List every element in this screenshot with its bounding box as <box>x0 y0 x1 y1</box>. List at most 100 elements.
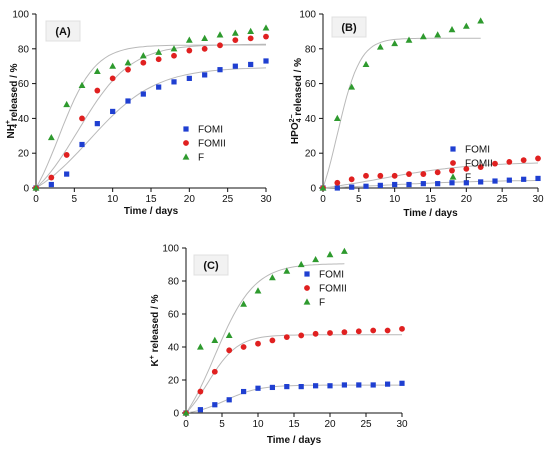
point-fomi <box>284 384 290 390</box>
point-f <box>419 33 427 40</box>
point-fomii <box>232 37 239 43</box>
point-fomi <box>232 63 238 69</box>
y-tick-label: 0 <box>310 184 316 195</box>
point-fomi <box>341 382 347 388</box>
x-tick-label: 10 <box>107 194 119 205</box>
y-tick-label: 20 <box>305 149 317 160</box>
point-fomi <box>392 181 398 188</box>
point-fomi <box>248 61 254 68</box>
point-f <box>462 22 470 29</box>
x-axis-label: Time / days <box>403 208 458 219</box>
point-fomi <box>334 185 340 191</box>
point-f <box>201 34 209 41</box>
y-axis-label: HPO2−4 released / % <box>289 58 304 144</box>
x-tick-label: 5 <box>356 194 362 205</box>
fit-curve-f <box>322 37 481 189</box>
point-fomii <box>312 330 319 337</box>
point-fomi <box>327 383 333 389</box>
point-fomii <box>171 52 177 59</box>
point-fomii <box>186 47 193 54</box>
y-tick-label: 100 <box>162 244 179 255</box>
x-tick-label: 20 <box>324 419 336 430</box>
point-fomi <box>64 171 70 177</box>
x-tick-label: 15 <box>145 194 157 205</box>
point-fomi <box>492 178 498 184</box>
point-fomii <box>449 167 455 174</box>
point-f <box>376 43 384 50</box>
panel-label-box <box>193 254 229 276</box>
point-fomii <box>48 174 55 181</box>
point-f <box>155 48 163 55</box>
y-tick-label: 20 <box>18 149 30 160</box>
panel-label-box <box>45 20 81 42</box>
point-fomi <box>125 98 131 104</box>
fit-curve-f <box>35 44 266 189</box>
point-fomii <box>211 368 218 375</box>
point-f <box>247 27 255 34</box>
point-f <box>109 62 117 69</box>
legend-marker-f <box>182 153 190 160</box>
point-fomi <box>226 397 232 403</box>
x-tick-label: 20 <box>461 194 473 205</box>
legend-marker-fomii <box>304 285 310 291</box>
point-f <box>139 52 147 59</box>
point-fomi <box>212 402 218 408</box>
point-fomi <box>399 380 405 386</box>
x-tick-label: 10 <box>252 419 264 430</box>
chart-panel-b: 0 5 10 15 20 25 30 0 20 40 60 80 100 Time / days HPO2−… <box>289 10 544 220</box>
legend-marker-f <box>449 173 457 180</box>
point-fomii <box>406 171 412 177</box>
point-fomii <box>348 176 355 183</box>
x-tick-label: 15 <box>288 419 300 430</box>
point-fomi <box>217 67 223 73</box>
y-tick-label: 80 <box>305 44 317 55</box>
point-fomii <box>492 160 498 167</box>
x-tick-label: 20 <box>184 194 196 205</box>
x-tick-label: 30 <box>396 419 408 430</box>
point-fomii <box>255 340 261 347</box>
legend-label-fomi: FOMI <box>198 125 223 136</box>
panel-label: (B) <box>341 22 357 34</box>
point-f <box>216 31 224 38</box>
point-fomi <box>110 108 116 115</box>
point-fomi <box>313 383 319 389</box>
y-tick-label: 40 <box>305 114 317 125</box>
point-fomi <box>535 175 541 182</box>
x-tick-label: 25 <box>360 419 372 430</box>
point-fomi <box>156 84 162 90</box>
point-fomii <box>434 169 441 176</box>
x-tick-label: 0 <box>183 419 189 430</box>
fit-curve-fomi <box>35 67 267 189</box>
y-tick-label: 60 <box>168 310 180 321</box>
point-f <box>93 67 101 75</box>
point-f <box>312 255 319 263</box>
y-tick-label: 40 <box>168 343 180 354</box>
point-f <box>269 274 276 281</box>
point-fomi <box>478 179 484 185</box>
point-fomii <box>140 59 147 66</box>
point-f <box>182 409 190 416</box>
point-fomi <box>269 384 275 391</box>
point-f <box>434 31 442 38</box>
y-tick-label: 100 <box>299 10 316 21</box>
y-tick-label: 80 <box>168 277 180 288</box>
point-f <box>362 60 370 68</box>
chart-panel-c: 0 5 10 15 20 25 30 0 20 40 60 80 100 Time / days K+ re… <box>149 244 408 447</box>
legend-marker-fomi <box>304 271 310 277</box>
point-fomi <box>449 180 455 186</box>
y-tick-label: 0 <box>173 409 179 420</box>
point-fomi <box>420 181 426 187</box>
y-tick-label: 40 <box>18 114 30 125</box>
point-f <box>197 343 204 350</box>
point-fomii <box>520 157 527 164</box>
legend-label-fomii: FOMII <box>198 139 226 150</box>
x-axis-label: Time / days <box>124 206 179 217</box>
legend-marker-fomii <box>450 160 456 166</box>
point-fomi <box>385 381 391 387</box>
legend-marker-fomii <box>183 140 189 146</box>
point-fomi <box>435 181 441 187</box>
point-fomi <box>356 382 362 388</box>
point-f <box>185 36 193 43</box>
point-f <box>348 83 356 90</box>
point-fomii <box>79 115 85 122</box>
